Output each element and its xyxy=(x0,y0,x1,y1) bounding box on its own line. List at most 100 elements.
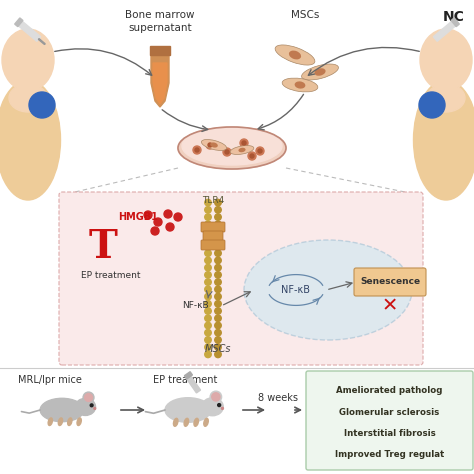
Ellipse shape xyxy=(40,398,84,422)
Circle shape xyxy=(154,218,162,226)
Text: TLR4: TLR4 xyxy=(202,196,224,205)
Ellipse shape xyxy=(413,80,474,200)
Circle shape xyxy=(205,236,211,242)
Circle shape xyxy=(144,211,152,219)
Circle shape xyxy=(215,344,221,350)
Circle shape xyxy=(205,200,211,206)
Circle shape xyxy=(250,154,254,158)
Circle shape xyxy=(205,279,211,285)
Circle shape xyxy=(248,152,256,160)
Circle shape xyxy=(205,344,211,350)
Ellipse shape xyxy=(230,146,254,155)
Circle shape xyxy=(215,351,221,358)
Circle shape xyxy=(205,337,211,343)
Circle shape xyxy=(174,213,182,221)
Ellipse shape xyxy=(275,45,315,65)
Text: Improved Treg regulat: Improved Treg regulat xyxy=(335,450,444,459)
Ellipse shape xyxy=(68,418,72,426)
Circle shape xyxy=(215,301,221,307)
Text: 8 weeks: 8 weeks xyxy=(258,393,298,403)
Bar xyxy=(15,18,23,27)
Circle shape xyxy=(205,250,211,256)
Text: ✕: ✕ xyxy=(382,297,398,316)
Circle shape xyxy=(85,393,92,401)
Circle shape xyxy=(215,329,221,336)
Polygon shape xyxy=(153,63,167,104)
Circle shape xyxy=(215,243,221,249)
FancyBboxPatch shape xyxy=(354,268,426,296)
Ellipse shape xyxy=(204,418,208,426)
Text: Glomerular sclerosis: Glomerular sclerosis xyxy=(339,408,439,417)
FancyBboxPatch shape xyxy=(201,240,225,250)
Bar xyxy=(17,20,41,41)
Circle shape xyxy=(215,264,221,271)
Bar xyxy=(186,375,201,393)
Bar xyxy=(38,38,45,45)
Ellipse shape xyxy=(420,29,472,91)
Circle shape xyxy=(29,92,55,118)
Circle shape xyxy=(221,407,223,410)
Circle shape xyxy=(164,210,172,218)
Ellipse shape xyxy=(173,418,178,426)
FancyBboxPatch shape xyxy=(306,371,473,470)
Circle shape xyxy=(215,322,221,329)
Circle shape xyxy=(215,293,221,300)
Circle shape xyxy=(215,200,221,206)
Ellipse shape xyxy=(184,418,189,426)
Text: Bone marrow
supernatant: Bone marrow supernatant xyxy=(125,10,195,33)
Circle shape xyxy=(205,301,211,307)
Ellipse shape xyxy=(289,51,301,59)
Text: Interstitial fibrosis: Interstitial fibrosis xyxy=(344,428,436,438)
Circle shape xyxy=(215,214,221,220)
Circle shape xyxy=(215,308,221,314)
Ellipse shape xyxy=(301,64,338,80)
Circle shape xyxy=(205,257,211,264)
Polygon shape xyxy=(151,55,169,107)
Ellipse shape xyxy=(58,418,63,426)
Circle shape xyxy=(223,148,231,156)
Ellipse shape xyxy=(427,84,465,112)
Ellipse shape xyxy=(238,148,246,152)
Ellipse shape xyxy=(210,142,218,147)
Ellipse shape xyxy=(9,84,47,112)
Circle shape xyxy=(205,221,211,228)
Circle shape xyxy=(215,279,221,285)
Text: NC: NC xyxy=(443,10,465,24)
Text: NF-κB: NF-κB xyxy=(282,285,310,295)
FancyBboxPatch shape xyxy=(201,222,225,232)
Text: Ameliorated patholog: Ameliorated patholog xyxy=(337,386,443,395)
FancyBboxPatch shape xyxy=(203,231,223,241)
Circle shape xyxy=(205,315,211,321)
Circle shape xyxy=(205,214,211,220)
Circle shape xyxy=(94,408,96,410)
Circle shape xyxy=(215,286,221,292)
Circle shape xyxy=(210,391,222,402)
Circle shape xyxy=(215,221,221,228)
Ellipse shape xyxy=(282,78,318,92)
Ellipse shape xyxy=(178,127,286,169)
Circle shape xyxy=(193,146,201,154)
Bar xyxy=(150,46,170,55)
Text: T: T xyxy=(89,228,118,266)
Text: MSCs: MSCs xyxy=(291,10,319,20)
Circle shape xyxy=(90,404,93,407)
FancyBboxPatch shape xyxy=(59,192,423,365)
Circle shape xyxy=(205,322,211,329)
Circle shape xyxy=(195,148,199,152)
Circle shape xyxy=(218,403,220,407)
Circle shape xyxy=(206,141,214,149)
Ellipse shape xyxy=(314,68,326,76)
Text: Senescence: Senescence xyxy=(360,277,420,286)
Circle shape xyxy=(208,143,212,147)
Circle shape xyxy=(212,393,220,401)
Bar xyxy=(433,20,457,41)
Circle shape xyxy=(205,264,211,271)
Circle shape xyxy=(205,351,211,358)
Text: MRL/lpr mice: MRL/lpr mice xyxy=(18,375,82,385)
Circle shape xyxy=(225,150,229,154)
Circle shape xyxy=(205,286,211,292)
Bar xyxy=(184,372,192,379)
Circle shape xyxy=(215,250,221,256)
Circle shape xyxy=(205,329,211,336)
Text: MSCs: MSCs xyxy=(205,344,231,354)
